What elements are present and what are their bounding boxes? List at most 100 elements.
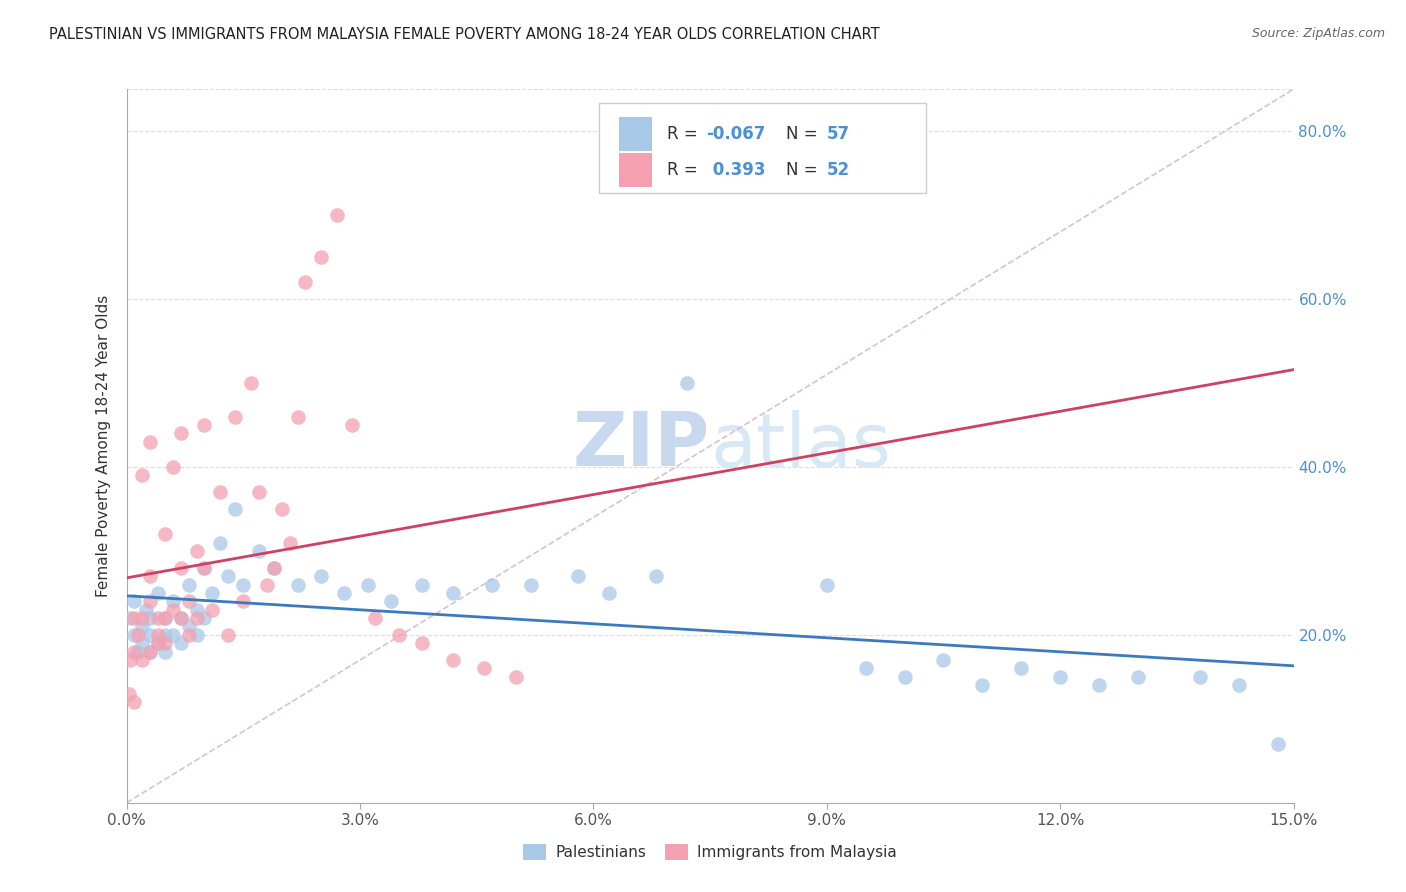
- Point: [1189, 670, 1212, 684]
- Point: [170, 611, 193, 625]
- Point: [186, 611, 208, 625]
- Point: [120, 611, 142, 625]
- Point: [124, 611, 146, 625]
- Point: [380, 594, 402, 608]
- Point: [364, 611, 387, 625]
- Point: [201, 603, 224, 617]
- Point: [131, 468, 153, 483]
- Point: [287, 409, 309, 424]
- Point: [309, 569, 332, 583]
- Point: [474, 661, 496, 675]
- Point: [1126, 670, 1149, 684]
- Point: [155, 645, 177, 659]
- Point: [193, 560, 215, 574]
- Text: N =: N =: [786, 161, 823, 178]
- Point: [139, 645, 162, 659]
- Point: [139, 611, 162, 625]
- Point: [124, 628, 146, 642]
- Point: [124, 645, 146, 659]
- FancyBboxPatch shape: [599, 103, 927, 193]
- Point: [340, 417, 363, 432]
- Text: -0.067: -0.067: [707, 125, 766, 143]
- Point: [247, 544, 270, 558]
- Point: [240, 376, 263, 390]
- Point: [263, 560, 285, 574]
- Point: [388, 628, 411, 642]
- Text: N =: N =: [786, 125, 823, 143]
- Text: atlas: atlas: [710, 409, 891, 483]
- Point: [217, 628, 239, 642]
- Point: [675, 376, 697, 390]
- Point: [1049, 670, 1071, 684]
- Point: [217, 569, 239, 583]
- Point: [567, 569, 589, 583]
- Legend: Palestinians, Immigrants from Malaysia: Palestinians, Immigrants from Malaysia: [517, 838, 903, 866]
- Point: [146, 636, 169, 650]
- Text: Source: ZipAtlas.com: Source: ZipAtlas.com: [1251, 27, 1385, 40]
- Point: [131, 636, 153, 650]
- Point: [1267, 737, 1289, 751]
- Point: [325, 208, 347, 222]
- Point: [162, 628, 184, 642]
- Point: [131, 619, 153, 633]
- Point: [520, 577, 543, 591]
- Point: [193, 417, 215, 432]
- Point: [481, 577, 503, 591]
- Point: [972, 678, 994, 692]
- Point: [333, 586, 356, 600]
- Point: [177, 628, 200, 642]
- Point: [193, 611, 215, 625]
- Text: R =: R =: [666, 125, 703, 143]
- Point: [186, 544, 208, 558]
- Point: [893, 670, 915, 684]
- Point: [146, 628, 169, 642]
- Point: [208, 535, 231, 549]
- Text: ZIP: ZIP: [572, 409, 710, 483]
- Point: [155, 636, 177, 650]
- Point: [139, 645, 162, 659]
- Point: [131, 611, 153, 625]
- Text: R =: R =: [666, 161, 703, 178]
- Point: [155, 628, 177, 642]
- Point: [201, 586, 224, 600]
- FancyBboxPatch shape: [619, 153, 652, 187]
- Point: [263, 560, 285, 574]
- Point: [135, 603, 157, 617]
- Y-axis label: Female Poverty Among 18-24 Year Olds: Female Poverty Among 18-24 Year Olds: [96, 295, 111, 597]
- Point: [411, 636, 433, 650]
- Point: [256, 577, 278, 591]
- FancyBboxPatch shape: [619, 117, 652, 152]
- Point: [139, 569, 162, 583]
- Point: [146, 611, 169, 625]
- Text: 52: 52: [827, 161, 849, 178]
- Point: [162, 594, 184, 608]
- Point: [441, 653, 464, 667]
- Point: [208, 485, 231, 500]
- Point: [357, 577, 380, 591]
- Point: [186, 628, 208, 642]
- Point: [170, 426, 193, 441]
- Point: [855, 661, 877, 675]
- Point: [224, 502, 246, 516]
- Point: [505, 670, 527, 684]
- Point: [120, 653, 142, 667]
- Point: [162, 603, 184, 617]
- Point: [278, 535, 301, 549]
- Point: [131, 653, 153, 667]
- Point: [124, 695, 146, 709]
- Point: [124, 594, 146, 608]
- Point: [287, 577, 309, 591]
- Point: [155, 611, 177, 625]
- Point: [139, 434, 162, 449]
- Point: [155, 527, 177, 541]
- Point: [932, 653, 955, 667]
- Point: [247, 485, 270, 500]
- Point: [224, 409, 246, 424]
- Point: [139, 594, 162, 608]
- Point: [598, 586, 620, 600]
- Point: [1227, 678, 1250, 692]
- Text: 0.393: 0.393: [707, 161, 765, 178]
- Point: [177, 619, 200, 633]
- Point: [186, 603, 208, 617]
- Point: [1010, 661, 1032, 675]
